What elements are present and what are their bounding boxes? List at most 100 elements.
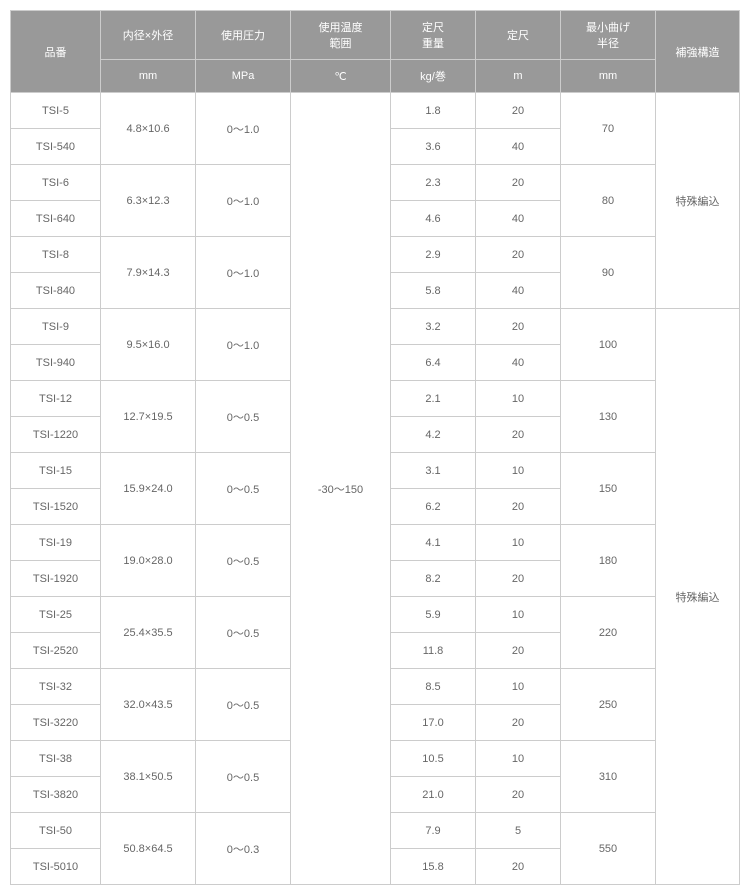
unit-kg: kg/巻 [391, 60, 476, 93]
cell-pressure: 0～1.0 [196, 237, 291, 309]
cell-weight: 4.2 [391, 417, 476, 453]
cell-pressure: 0～0.5 [196, 453, 291, 525]
cell-weight: 4.1 [391, 525, 476, 561]
cell-pressure: 0～0.5 [196, 741, 291, 813]
unit-mm: mm [101, 60, 196, 93]
unit-mm2: mm [561, 60, 656, 93]
cell-product-number: TSI-5 [11, 93, 101, 129]
cell-product-number: TSI-38 [11, 741, 101, 777]
cell-product-number: TSI-9 [11, 309, 101, 345]
cell-pressure: 0～0.5 [196, 525, 291, 597]
cell-temp-range: -30～150 [291, 93, 391, 885]
cell-length: 40 [476, 273, 561, 309]
spec-table: 品番 内径×外径 使用圧力 使用温度範囲 定尺重量 定尺 最小曲げ半径 補強構造… [10, 10, 740, 885]
cell-dimensions: 15.9×24.0 [101, 453, 196, 525]
header-working-pressure: 使用圧力 [196, 11, 291, 60]
cell-weight: 5.9 [391, 597, 476, 633]
cell-weight: 4.6 [391, 201, 476, 237]
cell-product-number: TSI-3220 [11, 705, 101, 741]
cell-bend-radius: 250 [561, 669, 656, 741]
cell-weight: 8.5 [391, 669, 476, 705]
cell-length: 20 [476, 489, 561, 525]
cell-weight: 3.2 [391, 309, 476, 345]
cell-product-number: TSI-1220 [11, 417, 101, 453]
cell-reinforcement: 特殊編込 [656, 93, 740, 309]
cell-length: 20 [476, 237, 561, 273]
cell-dimensions: 9.5×16.0 [101, 309, 196, 381]
cell-product-number: TSI-540 [11, 129, 101, 165]
cell-length: 10 [476, 669, 561, 705]
cell-bend-radius: 100 [561, 309, 656, 381]
cell-pressure: 0～0.3 [196, 813, 291, 885]
cell-product-number: TSI-12 [11, 381, 101, 417]
header-product-number: 品番 [11, 11, 101, 93]
cell-weight: 2.9 [391, 237, 476, 273]
cell-length: 10 [476, 597, 561, 633]
cell-bend-radius: 180 [561, 525, 656, 597]
cell-pressure: 0～0.5 [196, 669, 291, 741]
cell-length: 20 [476, 165, 561, 201]
cell-weight: 10.5 [391, 741, 476, 777]
cell-weight: 1.8 [391, 93, 476, 129]
cell-dimensions: 6.3×12.3 [101, 165, 196, 237]
cell-length: 10 [476, 741, 561, 777]
cell-length: 20 [476, 309, 561, 345]
table-row: TSI-54.8×10.60～1.0-30～1501.82070特殊編込 [11, 93, 740, 129]
cell-product-number: TSI-1520 [11, 489, 101, 525]
cell-length: 40 [476, 129, 561, 165]
cell-product-number: TSI-25 [11, 597, 101, 633]
unit-celsius: ℃ [291, 60, 391, 93]
cell-product-number: TSI-19 [11, 525, 101, 561]
cell-length: 20 [476, 633, 561, 669]
cell-product-number: TSI-940 [11, 345, 101, 381]
cell-product-number: TSI-2520 [11, 633, 101, 669]
cell-dimensions: 4.8×10.6 [101, 93, 196, 165]
cell-dimensions: 32.0×43.5 [101, 669, 196, 741]
cell-bend-radius: 90 [561, 237, 656, 309]
cell-bend-radius: 550 [561, 813, 656, 885]
cell-dimensions: 25.4×35.5 [101, 597, 196, 669]
cell-length: 5 [476, 813, 561, 849]
cell-reinforcement: 特殊編込 [656, 309, 740, 885]
cell-length: 20 [476, 705, 561, 741]
cell-bend-radius: 310 [561, 741, 656, 813]
cell-length: 20 [476, 777, 561, 813]
cell-product-number: TSI-640 [11, 201, 101, 237]
cell-weight: 21.0 [391, 777, 476, 813]
cell-weight: 2.1 [391, 381, 476, 417]
cell-length: 40 [476, 201, 561, 237]
cell-weight: 17.0 [391, 705, 476, 741]
cell-bend-radius: 80 [561, 165, 656, 237]
cell-dimensions: 12.7×19.5 [101, 381, 196, 453]
cell-product-number: TSI-8 [11, 237, 101, 273]
cell-length: 20 [476, 849, 561, 885]
cell-product-number: TSI-15 [11, 453, 101, 489]
cell-length: 10 [476, 525, 561, 561]
cell-product-number: TSI-6 [11, 165, 101, 201]
cell-product-number: TSI-1920 [11, 561, 101, 597]
cell-dimensions: 50.8×64.5 [101, 813, 196, 885]
header-length: 定尺 [476, 11, 561, 60]
cell-product-number: TSI-50 [11, 813, 101, 849]
header-min-bend-radius: 最小曲げ半径 [561, 11, 656, 60]
cell-dimensions: 7.9×14.3 [101, 237, 196, 309]
header-inner-outer-diameter: 内径×外径 [101, 11, 196, 60]
cell-length: 40 [476, 345, 561, 381]
cell-length: 10 [476, 453, 561, 489]
cell-weight: 11.8 [391, 633, 476, 669]
cell-pressure: 0～1.0 [196, 165, 291, 237]
cell-length: 20 [476, 93, 561, 129]
cell-weight: 7.9 [391, 813, 476, 849]
cell-pressure: 0～1.0 [196, 93, 291, 165]
cell-product-number: TSI-840 [11, 273, 101, 309]
cell-length: 20 [476, 417, 561, 453]
cell-weight: 2.3 [391, 165, 476, 201]
cell-product-number: TSI-5010 [11, 849, 101, 885]
cell-dimensions: 19.0×28.0 [101, 525, 196, 597]
cell-weight: 5.8 [391, 273, 476, 309]
header-weight: 定尺重量 [391, 11, 476, 60]
cell-weight: 8.2 [391, 561, 476, 597]
cell-weight: 6.2 [391, 489, 476, 525]
cell-pressure: 0～1.0 [196, 309, 291, 381]
cell-weight: 15.8 [391, 849, 476, 885]
